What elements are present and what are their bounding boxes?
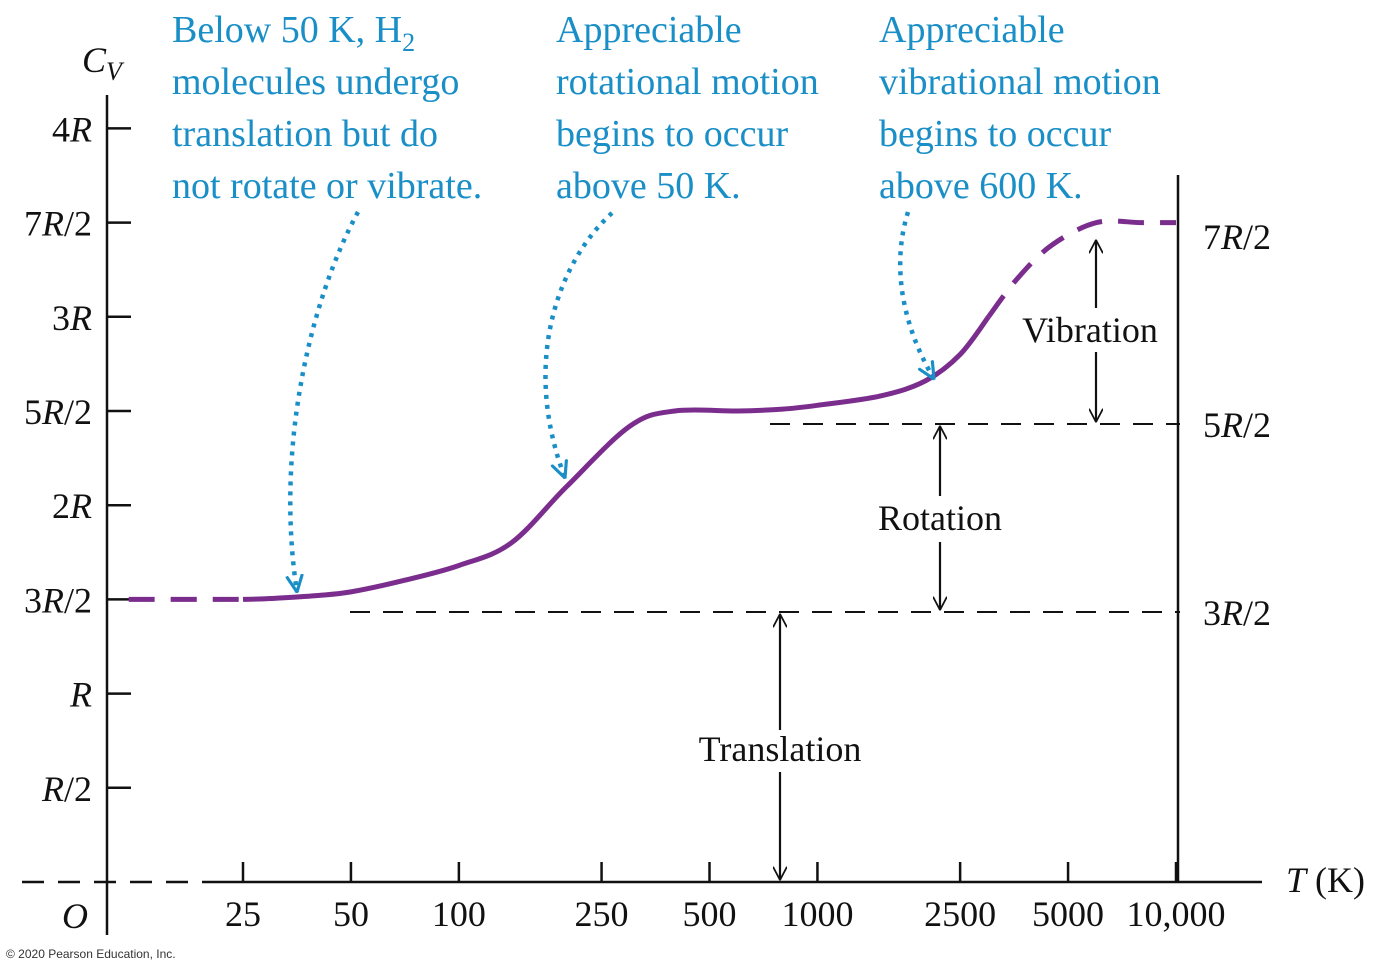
y-tick-label: 3R (52, 298, 92, 338)
annotation-arrow-vibration (897, 211, 936, 379)
x-tick-label: 50 (333, 894, 369, 934)
annotation-arrow-translation (290, 210, 360, 592)
curve-dashed-high (986, 218, 1176, 319)
right-label-3r2: 3R/2 (1203, 593, 1271, 633)
x-tick-label: 250 (575, 894, 629, 934)
x-tick-label: 5000 (1032, 894, 1104, 934)
y-tick-label: R (69, 675, 92, 715)
curve-solid (242, 315, 991, 602)
y-axis-label: CV (82, 40, 125, 86)
origin-label: O (62, 896, 88, 936)
y-tick-label: 5R/2 (24, 392, 92, 432)
annotation-translation: Below 50 K, H2 molecules undergo transla… (172, 9, 482, 207)
right-label-7r2: 7R/2 (1203, 217, 1271, 257)
x-tick-label: 2500 (924, 894, 996, 934)
region-label-rotation: Rotation (878, 498, 1002, 538)
annotation-arrow-rotation (543, 211, 614, 478)
x-tick-label: 1000 (781, 894, 853, 934)
y-tick-label: R/2 (41, 769, 92, 809)
y-tick-label: 4R (52, 109, 92, 149)
x-tick-label: 500 (683, 894, 737, 934)
region-label-vibration: Vibration (1022, 310, 1158, 350)
annotation-rotation: Appreciable rotational motion begins to … (556, 9, 828, 207)
region-label-translation: Translation (699, 729, 862, 769)
annotation-vibration: Appreciable vibrational motion begins to… (879, 9, 1170, 207)
right-label-5r2: 5R/2 (1203, 405, 1271, 445)
y-tick-label: 2R (52, 486, 92, 526)
x-tick-label: 100 (432, 894, 486, 934)
x-axis-label: T (K) (1286, 860, 1365, 900)
x-tick-label: 25 (225, 894, 261, 934)
copyright-text: © 2020 Pearson Education, Inc. (6, 947, 176, 961)
y-tick-label: 3R/2 (24, 580, 92, 620)
y-tick-label: 7R/2 (24, 204, 92, 244)
x-tick-label: 10,000 (1127, 894, 1226, 934)
